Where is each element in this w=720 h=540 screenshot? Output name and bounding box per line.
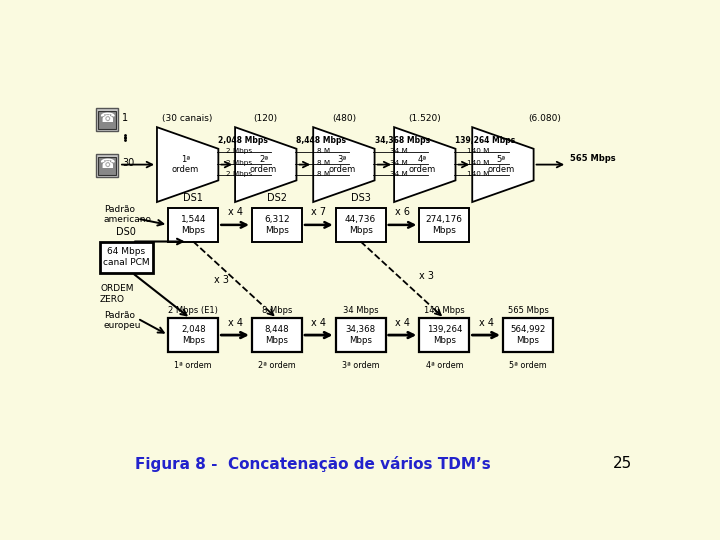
Text: 5ª ordem: 5ª ordem <box>509 361 547 370</box>
Text: 4ª
ordem: 4ª ordem <box>409 155 436 174</box>
Text: (30 canais): (30 canais) <box>163 114 213 123</box>
Text: Padrão
americano: Padrão americano <box>104 205 152 224</box>
Bar <box>503 319 553 352</box>
Bar <box>419 208 469 241</box>
Text: 140 M: 140 M <box>467 148 489 154</box>
Bar <box>98 157 116 174</box>
Text: x 3: x 3 <box>419 271 434 281</box>
Bar <box>168 208 218 241</box>
Text: 3ª
ordem: 3ª ordem <box>328 155 355 174</box>
Text: 34 M: 34 M <box>390 172 408 178</box>
Text: 1: 1 <box>122 113 128 123</box>
Text: 8 M: 8 M <box>317 148 330 154</box>
Text: 4ª ordem: 4ª ordem <box>426 361 463 370</box>
Bar <box>98 111 116 129</box>
Bar <box>252 208 302 241</box>
Text: x 7: x 7 <box>311 207 326 218</box>
Text: 2ª
ordem: 2ª ordem <box>250 155 277 174</box>
Text: 140 M: 140 M <box>467 172 489 178</box>
Bar <box>336 319 386 352</box>
Text: x 6: x 6 <box>395 207 410 218</box>
Text: 2 Mbps: 2 Mbps <box>225 172 252 178</box>
Text: 5ª
ordem: 5ª ordem <box>487 155 514 174</box>
Text: 34 Mbps: 34 Mbps <box>343 306 379 315</box>
Text: (1.520): (1.520) <box>408 114 441 123</box>
Text: 274,176
Mbps: 274,176 Mbps <box>426 215 463 234</box>
Text: 1ª ordem: 1ª ordem <box>174 361 212 370</box>
Bar <box>100 241 153 273</box>
Text: x 3: x 3 <box>215 275 230 285</box>
Text: 140 M: 140 M <box>467 160 489 166</box>
Text: 1,544
Mbps: 1,544 Mbps <box>181 215 206 234</box>
Text: DS0: DS0 <box>117 227 136 237</box>
Text: 2,048
Mbps: 2,048 Mbps <box>181 326 205 345</box>
Text: 139,264 Mbps: 139,264 Mbps <box>456 136 516 145</box>
Text: x 4: x 4 <box>228 207 243 218</box>
Bar <box>168 319 218 352</box>
Bar <box>252 319 302 352</box>
Text: 2 Mbps (E1): 2 Mbps (E1) <box>168 306 218 315</box>
Text: Figura 8 -  Concatenação de vários TDM’s: Figura 8 - Concatenação de vários TDM’s <box>135 456 491 472</box>
Text: 565 Mbps: 565 Mbps <box>570 153 616 163</box>
Text: 2ª ordem: 2ª ordem <box>258 361 296 370</box>
Text: (120): (120) <box>253 114 278 123</box>
Text: Padrão
europeu: Padrão europeu <box>104 311 141 330</box>
Text: 564,992
Mbps: 564,992 Mbps <box>510 326 546 345</box>
Text: 34 M: 34 M <box>390 148 408 154</box>
Text: ☎: ☎ <box>99 112 114 125</box>
Text: x 4: x 4 <box>479 319 494 328</box>
Text: 565 Mbps: 565 Mbps <box>508 306 549 315</box>
Polygon shape <box>472 127 534 202</box>
Text: 8,448
Mbps: 8,448 Mbps <box>265 326 289 345</box>
Polygon shape <box>157 127 218 202</box>
Polygon shape <box>235 127 297 202</box>
Text: 6,312
Mbps: 6,312 Mbps <box>264 215 289 234</box>
Text: (480): (480) <box>332 114 356 123</box>
Text: x 4: x 4 <box>395 319 410 328</box>
Text: 34,368
Mbps: 34,368 Mbps <box>346 326 376 345</box>
Text: 44,736
Mbps: 44,736 Mbps <box>345 215 377 234</box>
Text: 34,368 Mbps: 34,368 Mbps <box>374 136 430 145</box>
Text: 30: 30 <box>122 158 135 168</box>
Text: ORDEM
ZERO: ORDEM ZERO <box>100 285 133 303</box>
Text: (6.080): (6.080) <box>528 114 561 123</box>
Text: 3ª ordem: 3ª ordem <box>342 361 379 370</box>
Text: 64 Mbps
canal PCM: 64 Mbps canal PCM <box>103 247 150 267</box>
Bar <box>96 109 118 131</box>
Text: ☎: ☎ <box>99 158 114 171</box>
Text: x 4: x 4 <box>228 319 243 328</box>
Polygon shape <box>394 127 456 202</box>
Text: 139,264
Mbps: 139,264 Mbps <box>426 326 462 345</box>
Text: x 4: x 4 <box>311 319 326 328</box>
Text: 8 Mbps: 8 Mbps <box>262 306 292 315</box>
Bar <box>419 319 469 352</box>
Text: DS3: DS3 <box>351 193 371 203</box>
Polygon shape <box>313 127 374 202</box>
Text: 2,048 Mbps: 2,048 Mbps <box>218 136 269 145</box>
Text: DS2: DS2 <box>267 193 287 203</box>
Text: 2 Mbps: 2 Mbps <box>225 148 252 154</box>
Text: 140 Mbps: 140 Mbps <box>424 306 464 315</box>
Text: 8 M: 8 M <box>317 172 330 178</box>
Text: 34 M: 34 M <box>390 160 408 166</box>
Text: 25: 25 <box>613 456 632 471</box>
Text: 1ª
ordem: 1ª ordem <box>172 155 199 174</box>
Bar <box>336 208 386 241</box>
Text: 2 Mbps: 2 Mbps <box>225 160 252 166</box>
Text: DS1: DS1 <box>184 193 203 203</box>
Text: 8,448 Mbps: 8,448 Mbps <box>297 136 346 145</box>
Text: 8 M: 8 M <box>317 160 330 166</box>
Bar <box>96 154 118 177</box>
